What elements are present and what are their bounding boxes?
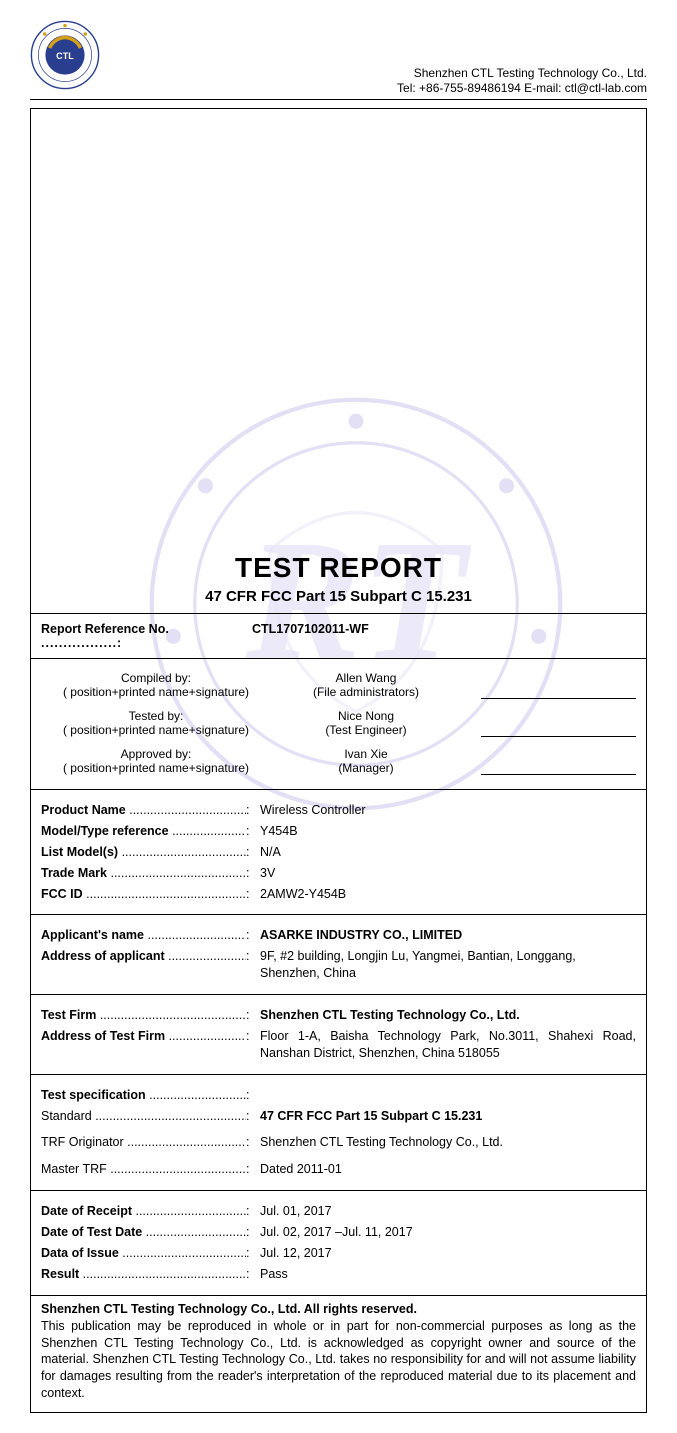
lbl-standard: Standard — [41, 1108, 246, 1125]
svg-text:CTL: CTL — [56, 51, 74, 61]
report-subtitle: 47 CFR FCC Part 15 Subpart C 15.231 — [31, 588, 646, 605]
val-trf-orig: Shenzhen CTL Testing Technology Co., Ltd… — [258, 1134, 636, 1151]
val-date-receipt: Jul. 01, 2017 — [258, 1203, 636, 1220]
signature-line — [481, 723, 636, 737]
sig-pos: (Manager) — [271, 761, 461, 775]
lbl-date-issue: Data of Issue — [41, 1245, 246, 1262]
lbl-date-test: Date of Test Date — [41, 1224, 246, 1241]
rights-heading: Shenzhen CTL Testing Technology Co., Ltd… — [41, 1302, 636, 1316]
lbl-model: Model/Type reference — [41, 823, 246, 840]
lbl-applicant-name: Applicant's name — [41, 927, 246, 944]
rights-body: This publication may be reproduced in wh… — [41, 1318, 636, 1402]
company-name: Shenzhen CTL Testing Technology Co., Ltd… — [397, 66, 647, 82]
lbl-testfirm-addr: Address of Test Firm — [41, 1028, 246, 1062]
sig-role: Compiled by: — [41, 671, 271, 685]
sig-tested: Tested by: ( position+printed name+signa… — [41, 709, 636, 737]
ref-value: CTL1707102011-WF — [252, 622, 369, 650]
sig-name: Allen Wang — [271, 671, 461, 685]
val-list-models: N/A — [258, 844, 636, 861]
sig-role: Tested by: — [41, 709, 271, 723]
page-header: CTL Shenzhen CTL Testing Technology Co.,… — [30, 20, 647, 100]
signature-line — [481, 761, 636, 775]
company-contact: Tel: +86-755-89486194 E-mail: ctl@ctl-la… — [397, 81, 647, 97]
lbl-fcc-id: FCC ID — [41, 886, 246, 903]
sig-name: Nice Nong — [271, 709, 461, 723]
val-testfirm: Shenzhen CTL Testing Technology Co., Ltd… — [258, 1007, 636, 1024]
sig-sub: ( position+printed name+signature) — [41, 723, 271, 737]
lbl-trade-mark: Trade Mark — [41, 865, 246, 882]
sig-compiled: Compiled by: ( position+printed name+sig… — [41, 671, 636, 699]
sig-sub: ( position+printed name+signature) — [41, 685, 271, 699]
spec-section: Test specification: Standard:47 CFR FCC … — [31, 1075, 646, 1192]
sig-pos: (Test Engineer) — [271, 723, 461, 737]
val-date-test: Jul. 02, 2017 –Jul. 11, 2017 — [258, 1224, 636, 1241]
sig-role: Approved by: — [41, 747, 271, 761]
report-title: TEST REPORT — [31, 552, 646, 584]
lbl-applicant-addr: Address of applicant — [41, 948, 246, 982]
lbl-result: Result — [41, 1266, 246, 1283]
lbl-date-receipt: Date of Receipt — [41, 1203, 246, 1220]
val-standard: 47 CFR FCC Part 15 Subpart C 15.231 — [258, 1108, 636, 1125]
report-frame: RT TEST REPORT 47 CFR FCC Part 15 Subpar… — [30, 108, 647, 1413]
testfirm-section: Test Firm:Shenzhen CTL Testing Technolog… — [31, 995, 646, 1075]
rights-section: Shenzhen CTL Testing Technology Co., Ltd… — [31, 1296, 646, 1412]
lbl-master-trf: Master TRF — [41, 1161, 246, 1178]
val-date-issue: Jul. 12, 2017 — [258, 1245, 636, 1262]
val-result: Pass — [258, 1266, 636, 1283]
ref-label: Report Reference No — [41, 622, 165, 636]
lbl-product-name: Product Name — [41, 802, 246, 819]
sig-sub: ( position+printed name+signature) — [41, 761, 271, 775]
sig-pos: (File administrators) — [271, 685, 461, 699]
company-info: Shenzhen CTL Testing Technology Co., Ltd… — [397, 66, 647, 97]
applicant-section: Applicant's name:ASARKE INDUSTRY CO., LI… — [31, 915, 646, 995]
val-applicant-name: ASARKE INDUSTRY CO., LIMITED — [258, 927, 636, 944]
lbl-test-spec: Test specification — [41, 1087, 246, 1104]
sig-name: Ivan Xie — [271, 747, 461, 761]
val-testfirm-addr: Floor 1-A, Baisha Technology Park, No.30… — [258, 1028, 636, 1062]
signature-line — [481, 685, 636, 699]
val-product-name: Wireless Controller — [258, 802, 636, 819]
title-section: TEST REPORT 47 CFR FCC Part 15 Subpart C… — [31, 542, 646, 614]
signatures-section: Compiled by: ( position+printed name+sig… — [31, 659, 646, 790]
sig-approved: Approved by: ( position+printed name+sig… — [41, 747, 636, 775]
val-test-spec — [258, 1087, 636, 1104]
product-section: Product Name:Wireless Controller Model/T… — [31, 790, 646, 915]
lbl-list-models: List Model(s) — [41, 844, 246, 861]
lbl-testfirm: Test Firm — [41, 1007, 246, 1024]
val-master-trf: Dated 2011-01 — [258, 1161, 636, 1178]
ctl-logo-icon: CTL — [30, 20, 100, 90]
val-trade-mark: 3V — [258, 865, 636, 882]
report-reference-row: Report Reference No. .................: … — [31, 614, 646, 659]
val-model: Y454B — [258, 823, 636, 840]
dates-section: Date of Receipt:Jul. 01, 2017 Date of Te… — [31, 1191, 646, 1296]
logo-wrap: CTL — [30, 20, 100, 97]
val-applicant-addr: 9F, #2 building, Longjin Lu, Yangmei, Ba… — [258, 948, 636, 982]
lbl-trf-orig: TRF Originator — [41, 1134, 246, 1151]
val-fcc-id: 2AMW2-Y454B — [258, 886, 636, 903]
